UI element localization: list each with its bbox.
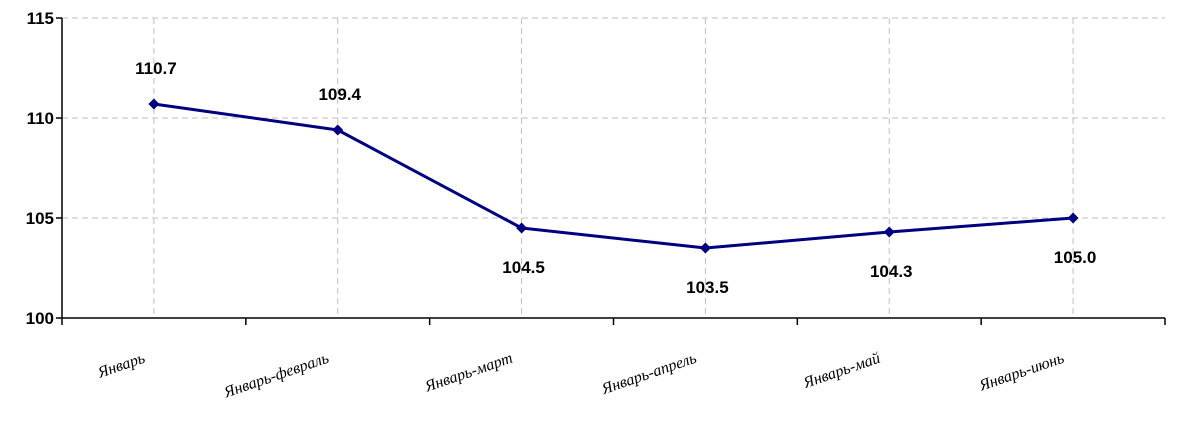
series-line (153, 102, 1074, 250)
data-point (332, 124, 344, 136)
data-point (148, 98, 160, 110)
x-tick-label: Январь (95, 350, 147, 382)
x-axis-ticks: Январь Январь-февраль Январь-март Январь-ап… (61, 318, 1166, 402)
x-tick-label: Январь-февраль (221, 350, 331, 402)
data-label: 104.3 (870, 262, 913, 281)
y-tick-label: 115 (27, 9, 54, 28)
data-label: 104.5 (502, 258, 545, 277)
data-label: 105.0 (1054, 248, 1097, 267)
x-tick-label: Январь-июнь (976, 350, 1066, 395)
data-point (1067, 212, 1079, 224)
grid (62, 17, 1165, 318)
y-axis-ticks: 100 105 110 115 (26, 9, 62, 328)
y-tick-label: 100 (26, 309, 54, 328)
data-point (699, 242, 711, 254)
x-tick-label: Январь-апрель (599, 350, 699, 399)
x-tick-label: Январь-май (800, 350, 882, 392)
y-tick-label: 105 (26, 209, 54, 228)
axes (61, 18, 1165, 319)
data-point (883, 226, 895, 238)
data-label: 109.4 (318, 85, 361, 104)
data-label: 103.5 (686, 278, 729, 297)
data-label: 110.7 (135, 59, 177, 78)
data-point (516, 222, 528, 234)
series (148, 98, 1079, 254)
x-tick-label: Январь-март (422, 350, 515, 396)
data-labels: 110.7 109.4 104.5 103.5 104.3 105.0 (135, 59, 1096, 297)
y-tick-label: 110 (27, 109, 54, 128)
